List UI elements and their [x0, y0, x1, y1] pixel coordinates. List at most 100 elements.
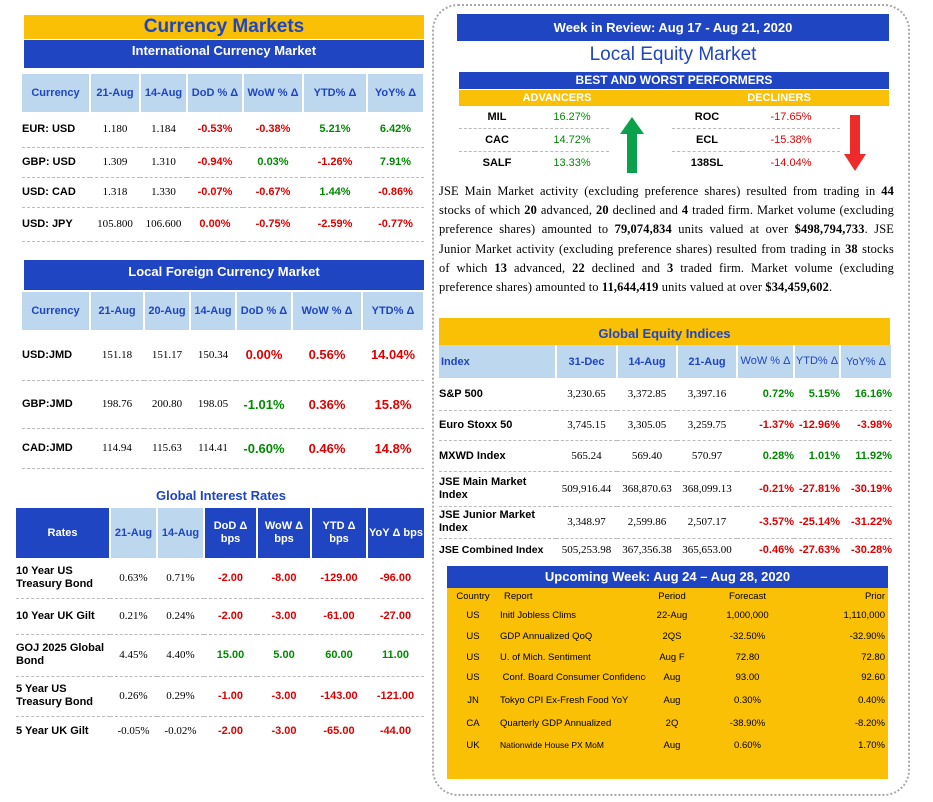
week-review-title: Week in Review: Aug 17 - Aug 21, 2020	[457, 14, 889, 41]
intl-currency-title: International Currency Market	[24, 40, 424, 68]
col-header: 14-Aug	[157, 508, 205, 558]
currency-pair: EUR: USD	[22, 112, 90, 148]
table-row: USD: JPY 105.800 106.600 0.00% -0.75% -2…	[22, 207, 424, 242]
prior: 1.70%	[858, 739, 885, 751]
table-row: US U. of Mich. Sentiment Aug F 72.80 72.…	[450, 647, 887, 667]
period: Aug	[663, 739, 681, 751]
symbol: SALF	[482, 156, 512, 169]
period: Aug F	[659, 651, 685, 663]
header-spacer	[655, 90, 669, 106]
cell: 1.44%	[303, 177, 367, 208]
cell: 105.800	[90, 207, 140, 242]
cell: 11.92%	[840, 440, 892, 472]
list-item: CAC 14.72%	[459, 128, 609, 152]
table-row: 10 Year UK Gilt 0.21% 0.24% -2.00 -3.00 …	[16, 598, 424, 635]
cell: 2,507.17	[677, 506, 737, 539]
cell: 114.94	[90, 428, 144, 469]
text: JSE Main Market activity (excluding pref…	[439, 184, 882, 198]
country: US	[466, 651, 480, 663]
index-name: Euro Stoxx 50	[439, 410, 556, 441]
col-header: Index	[439, 345, 557, 378]
index-name: JSE Junior Market Index	[439, 506, 556, 539]
cell: -1.37%	[737, 410, 794, 441]
col-header: DoD Δ bps	[204, 508, 258, 558]
cell: -2.59%	[303, 207, 367, 242]
text: traded firm. Market volume (excluding pr…	[439, 260, 894, 295]
cell: -44.00	[379, 725, 412, 738]
currency-pair: USD: CAD	[22, 177, 90, 208]
currency-markets-title: Currency Markets	[24, 15, 424, 39]
value: 79,074,834	[614, 222, 672, 237]
value: $498,794,733	[794, 222, 865, 237]
table-row: EUR: USD 1.180 1.184 -0.53% -0.38% 5.21%…	[22, 112, 424, 148]
cell: 367,356.38	[622, 544, 672, 557]
country: US	[466, 671, 480, 683]
col-header: YTD Δ bps	[311, 508, 368, 558]
text: advanced,	[536, 203, 596, 218]
col-header: WoW % Δ	[737, 345, 795, 378]
country: US	[466, 610, 480, 621]
cell: -3.00	[257, 598, 311, 635]
prior: 1,110,000	[843, 610, 885, 621]
cell: -0.94%	[187, 147, 243, 178]
cell: 3,348.97	[556, 506, 617, 539]
table-row: 5 Year US Treasury Bond 0.26% 0.29% -1.0…	[16, 676, 424, 717]
col-header: WoW Δ bps	[257, 508, 312, 558]
forecast: 93.00	[735, 671, 760, 683]
country: CA	[466, 718, 480, 729]
cell: 5.15%	[794, 378, 840, 411]
forecast: -32.50%	[729, 631, 766, 642]
text: units valued at over	[658, 280, 766, 295]
cell: -0.86%	[367, 177, 424, 208]
list-item: SALF 13.33%	[459, 151, 609, 174]
col-header: YTD% Δ	[362, 292, 425, 330]
cell: 1.184	[140, 112, 187, 148]
cell: -27.63%	[799, 544, 840, 557]
change: -14.04%	[770, 156, 812, 169]
cell: -2.00	[217, 725, 244, 738]
table-row: US Initl Jobless Clims 22-Aug 1,000,000 …	[450, 605, 887, 626]
cell: 2,599.86	[617, 506, 677, 539]
report: U. of Mich. Sentiment	[500, 651, 591, 663]
text: traded firm. Market volume (excluding pr…	[439, 203, 894, 237]
cell: -121.00	[367, 676, 424, 717]
cell: 0.46%	[292, 428, 362, 469]
col-header: 21-Aug	[90, 74, 141, 112]
value: 13	[494, 260, 508, 275]
table-row: CA Quarterly GDP Annualized 2Q -38.90% -…	[450, 713, 887, 734]
best-worst-title: BEST AND WORST PERFORMERS	[459, 72, 889, 89]
table-row: 10 Year US Treasury Bond 0.63% 0.71% -2.…	[16, 558, 424, 599]
advancers-table: MIL 16.27% CAC 14.72% SALF 13.33%	[459, 107, 609, 174]
text: stocks of which	[439, 203, 525, 218]
table-row: GOJ 2025 Global Bond 4.45% 4.40% 15.00 5…	[16, 634, 424, 677]
table-row: JSE Combined Index 505,253.98 367,356.38…	[439, 538, 892, 562]
arrow-up-icon	[620, 117, 644, 173]
cell: 3,397.16	[677, 378, 737, 411]
table-row: 5 Year UK Gilt -0.05% -0.02% -2.00 -3.00…	[16, 716, 424, 746]
cell: -61.00	[311, 598, 367, 635]
cell: -27.00	[367, 598, 424, 635]
cell: 15.00	[204, 634, 257, 677]
cell: 0.26%	[110, 676, 157, 717]
cell: 0.71%	[157, 558, 204, 599]
cell: 3,230.65	[556, 378, 617, 411]
cell: 14.8%	[362, 428, 424, 469]
cell: -0.38%	[243, 112, 303, 148]
cell: 509,916.44	[556, 471, 617, 507]
rate-name: 10 Year US Treasury Bond	[16, 558, 110, 599]
cell: -2.00	[204, 598, 257, 635]
table-row: US Conf. Board Consumer Confidence Aug 9…	[450, 667, 887, 687]
cell: -8.00	[257, 558, 311, 599]
report: Conf. Board Consumer Confidence	[500, 671, 646, 683]
text: advanced,	[507, 260, 573, 275]
value: 20	[595, 203, 609, 218]
text: declined and	[584, 260, 667, 275]
cell: 3,372.85	[617, 378, 677, 411]
cell: -31.22%	[840, 506, 892, 539]
table-row: CAD:JMD 114.94 115.63 114.41 -0.60% 0.46…	[22, 428, 424, 469]
interest-rates-table: Rates 21-Aug 14-Aug DoD Δ bps WoW Δ bps …	[16, 508, 424, 746]
cell: -129.00	[311, 558, 367, 599]
cell: 200.80	[144, 380, 190, 429]
interest-rates-title: Global Interest Rates	[155, 488, 287, 503]
value: 38	[845, 241, 858, 256]
